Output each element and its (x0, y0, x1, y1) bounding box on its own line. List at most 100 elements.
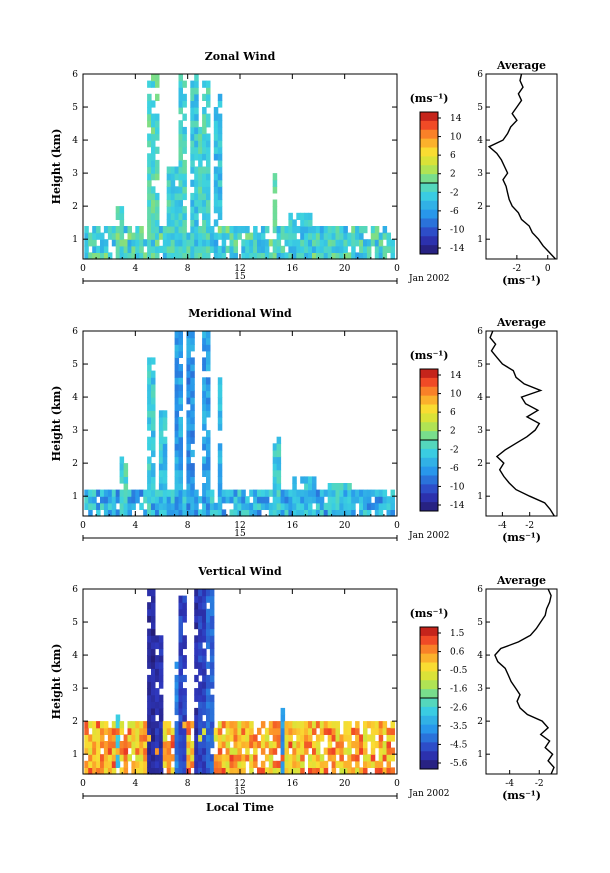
heatmap-cell (147, 741, 152, 749)
heatmap-cell (308, 721, 313, 729)
heatmap-cell (386, 239, 391, 247)
heatmap-cell (158, 734, 164, 742)
heatmap-cell (178, 496, 183, 504)
profile-x-tick-label: -2 (512, 264, 521, 274)
heatmap-cell (249, 245, 254, 253)
heatmap-cell (335, 489, 340, 497)
heatmap-cell (315, 741, 321, 749)
heatmap-cell (363, 741, 368, 749)
heatmap-cell (151, 622, 156, 630)
heatmap-cell (147, 232, 152, 240)
heatmap-cell (111, 496, 117, 504)
heatmap-cell (276, 239, 282, 247)
heatmap-cell (319, 734, 325, 742)
heatmap-cell (260, 239, 266, 247)
heatmap-cell (174, 661, 180, 669)
heatmap-cell (182, 595, 187, 603)
heatmap-cell (186, 509, 191, 517)
y-tick-label: 3 (72, 169, 78, 179)
heatmap-cell (351, 239, 356, 247)
heatmap-cell (139, 232, 144, 240)
heatmap-cell (284, 239, 289, 247)
heatmap-cell (107, 489, 113, 497)
heatmap-cell (194, 727, 199, 735)
heatmap-cell (359, 734, 364, 742)
heatmap-cell (190, 403, 195, 411)
heatmap-cell (166, 212, 172, 220)
heatmap-cell (162, 245, 168, 253)
heatmap-cell (158, 469, 164, 477)
heatmap-cell (206, 767, 211, 775)
x-tick-label: 0 (80, 264, 86, 274)
heatmap-cell (202, 741, 207, 749)
heatmap-cell (186, 502, 191, 510)
heatmap-cell (253, 496, 258, 504)
heatmap-cell (217, 754, 223, 762)
heatmap-cell (221, 760, 227, 768)
heatmap-cell (202, 443, 207, 451)
heatmap-cell (225, 721, 231, 729)
heatmap-cell (280, 245, 286, 253)
heatmap-cell (213, 206, 219, 214)
heatmap-cell (151, 370, 156, 378)
heatmap-cell (158, 641, 164, 650)
heatmap-cell (190, 449, 195, 458)
profile-y-tick-label: 1 (477, 492, 483, 502)
heatmap-cell (202, 688, 207, 696)
heatmap-cell (335, 226, 340, 234)
heatmap-cell (194, 245, 199, 253)
heatmap-cell (276, 760, 282, 768)
heatmap-cell (103, 245, 109, 253)
heatmap-cell (123, 476, 129, 484)
heatmap-cell (225, 232, 231, 240)
heatmap-cell (174, 688, 180, 696)
profile-y-tick-label: 2 (477, 459, 483, 469)
heatmap-cell (378, 754, 384, 762)
colorbar-segment (420, 129, 438, 140)
heatmap-cell (135, 754, 140, 762)
heatmap-cell (178, 120, 183, 128)
heatmap-cell (390, 509, 395, 517)
heatmap-cell (143, 747, 148, 755)
heatmap-cell (229, 239, 234, 247)
heatmap-cell (386, 509, 391, 517)
heatmap-cell (198, 681, 203, 689)
heatmap-cell (147, 688, 152, 696)
heatmap-cell (355, 721, 360, 729)
heatmap-cell (202, 344, 207, 352)
heatmap-cell (331, 489, 337, 497)
heatmap-cell (119, 509, 125, 517)
heatmap-cell (115, 734, 121, 742)
heatmap-cell (327, 245, 333, 253)
heatmap-cell (194, 496, 199, 504)
heatmap-cell (135, 232, 140, 240)
heatmap-cell (155, 674, 160, 683)
heatmap-cell (162, 410, 168, 418)
heatmap-cell (300, 226, 305, 234)
heatmap-cell (217, 212, 223, 220)
heatmap-cell (186, 232, 191, 240)
heatmap-cell (170, 245, 176, 253)
heatmap-cell (190, 140, 195, 148)
heatmap-cell (308, 741, 313, 749)
heatmap-cell (233, 226, 238, 234)
heatmap-cell (178, 747, 183, 755)
heatmap-cell (276, 252, 282, 260)
heatmap-cell (166, 232, 172, 240)
heatmap-cell (237, 747, 242, 755)
heatmap-cell (174, 350, 180, 358)
heatmap-cell (151, 199, 156, 207)
heatmap-cell (312, 232, 317, 240)
heatmap-cell (88, 496, 93, 504)
heatmap-cell (221, 509, 227, 517)
heatmap-cell (151, 357, 156, 365)
heatmap-cell (194, 107, 199, 115)
heatmap-cell (225, 245, 231, 253)
heatmap-cell (378, 721, 384, 729)
heatmap-cell (202, 219, 207, 227)
heatmap-cell (202, 423, 207, 431)
heatmap-cell (206, 489, 211, 497)
heatmap-cell (151, 80, 156, 88)
heatmap-cell (292, 767, 297, 775)
heatmap-cell (288, 219, 293, 227)
